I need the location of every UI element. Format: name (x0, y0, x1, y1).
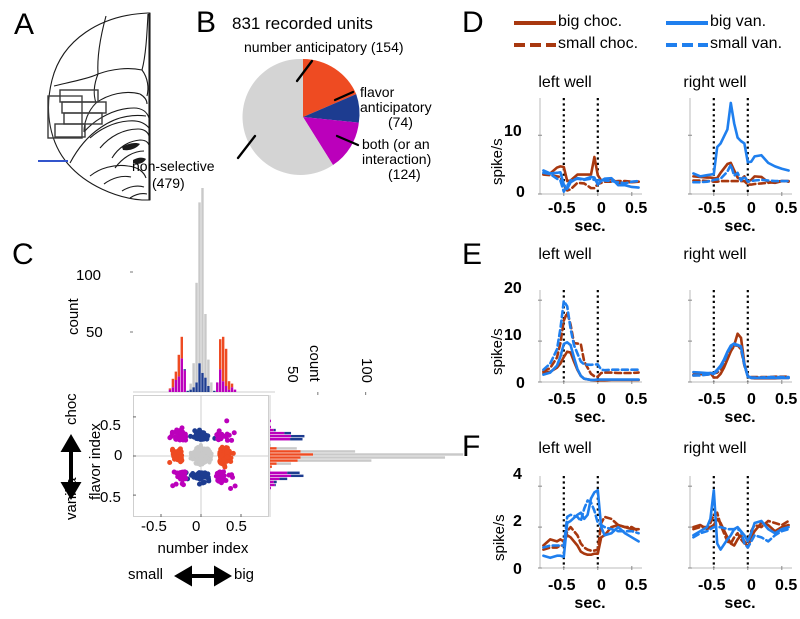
panel-c-y-double-arrow-icon (60, 434, 82, 500)
panel-f-right-x-axis-label: sec. (724, 595, 756, 612)
panel-e-y-tick-20: 20 (504, 280, 522, 297)
panel-b-label-flavor-2: anticipatory (360, 99, 432, 115)
panel-c-top-hist-tick-100: 100 (76, 267, 102, 284)
panel-b-title: 831 recorded units (232, 14, 373, 33)
panel-e-left-x-tick-05: 0.5 (625, 391, 648, 408)
panel-d-right-plot (688, 98, 792, 196)
panel-d-y-tick-10: 10 (504, 123, 522, 140)
panel-d-left-x-tick-05: 0.5 (625, 200, 648, 217)
panel-f-left-x-axis-label: sec. (574, 595, 606, 612)
pie-slice-number-anticipatory (303, 59, 357, 117)
panel-e-y-axis-label: spike/s (489, 328, 506, 375)
panel-e-left-x-axis-label: sec. (574, 409, 606, 426)
panel-letter-d: D (462, 6, 484, 39)
panel-e-right-x-tick-0: 0 (747, 391, 756, 408)
panel-f-right-plot (688, 476, 792, 570)
panel-a-brain-diagram (47, 12, 151, 201)
panel-b-label-flavor-1: flavor (360, 84, 395, 100)
panel-c-top-hist-axis-label: count (65, 298, 82, 335)
panel-c-right-hist-axis-label: count (306, 345, 323, 382)
panel-e-right-x-tick-neg05: -0.5 (698, 391, 726, 408)
pie-slice-non-selective (242, 58, 333, 175)
panel-c-x-tick-neg05: -0.5 (141, 518, 167, 535)
panel-e-left-x-tick-0: 0 (597, 391, 606, 408)
pie-slice-both (303, 117, 359, 165)
panel-f-left-x-tick-0: 0 (597, 577, 606, 594)
panel-d-left-plot (538, 98, 642, 196)
panel-c-x-arrow-left-label: small (128, 566, 164, 583)
panel-c-y-tick-0: 0 (114, 447, 123, 464)
panel-b-label-number: number anticipatory (154) (244, 39, 404, 55)
legend-label-big-choc: big choc. (558, 13, 623, 30)
panel-letter-a: A (14, 8, 35, 41)
panel-d-left-title: left well (538, 74, 592, 91)
pie-slice-flavor-anticipatory (303, 94, 360, 123)
panel-b-label-both-2: interaction) (362, 151, 432, 167)
panel-c-top-histogram (130, 188, 275, 393)
panel-f-left-x-tick-05: 0.5 (625, 577, 648, 594)
panel-c-right-histogram (269, 392, 464, 517)
panel-b-label-both-1: both (or an (362, 136, 430, 152)
panel-b-pie-chart (242, 58, 360, 175)
panel-c-right-hist-tick-50: 50 (284, 366, 301, 383)
panel-e-right-x-tick-05: 0.5 (775, 391, 798, 408)
panel-f-left-title: left well (538, 440, 592, 457)
panel-f-left-plot (538, 476, 642, 570)
panel-c-x-double-arrow-icon (174, 565, 232, 587)
panel-e-left-x-tick-neg05: -0.5 (548, 391, 576, 408)
panel-e-left-plot (538, 290, 642, 384)
panel-d-left-x-tick-neg05: -0.5 (548, 200, 576, 217)
panel-c-y-axis-label: flavor index (87, 423, 104, 500)
panel-b-label-nonselective-2: (479) (152, 175, 185, 191)
panel-f-y-axis-label: spike/s (491, 514, 508, 561)
panel-e-y-tick-0: 0 (516, 375, 525, 392)
legend-label-small-van: small van. (710, 35, 783, 52)
panel-e-y-tick-10: 10 (504, 327, 522, 344)
panel-f-right-x-tick-05: 0.5 (775, 577, 798, 594)
panel-c-scatter-plot (133, 395, 269, 517)
panel-d-y-tick-0: 0 (516, 184, 525, 201)
panel-letter-e: E (462, 238, 483, 271)
panel-e-right-x-axis-label: sec. (724, 409, 756, 426)
legend-label-small-choc: small choc. (558, 35, 639, 52)
panel-f-y-tick-2: 2 (513, 513, 522, 530)
panel-b-label-nonselective-1: non-selective (132, 158, 215, 174)
panel-b-label-flavor-3: (74) (388, 114, 413, 130)
panel-e-right-title: right well (683, 246, 747, 263)
panel-d-y-axis-label: spike/s (489, 138, 506, 185)
panel-d-right-title: right well (683, 74, 747, 91)
panel-f-right-title: right well (683, 440, 747, 457)
panel-d-right-x-tick-0: 0 (747, 200, 756, 217)
panel-letter-c: C (12, 238, 34, 271)
panel-a-scale-bar (38, 160, 68, 162)
panel-c-x-tick-05: 0.5 (226, 518, 247, 535)
panel-c-y-tick-neg05: -0.5 (95, 489, 121, 506)
panel-b-callouts (236, 59, 360, 160)
panel-e-right-plot (688, 290, 792, 384)
panel-d-right-x-tick-05: 0.5 (775, 200, 798, 217)
panel-b-label-both-3: (124) (388, 166, 421, 182)
panel-c-right-hist-tick-100: 100 (358, 358, 375, 384)
panel-letter-b: B (196, 6, 217, 39)
panel-d-legend: big choc. small choc. big van. small van… (512, 12, 800, 56)
panel-letter-f: F (462, 430, 481, 463)
panel-d-left-x-tick-0: 0 (597, 200, 606, 217)
panel-f-right-x-tick-0: 0 (747, 577, 756, 594)
panel-e-left-title: left well (538, 246, 592, 263)
panel-c-top-hist-tick-50: 50 (86, 324, 103, 341)
panel-d-right-x-tick-neg05: -0.5 (698, 200, 726, 217)
panel-f-right-x-tick-neg05: -0.5 (698, 577, 726, 594)
panel-c-x-arrow-right-label: big (234, 566, 255, 583)
panel-c-y-arrow-top-label: choc (63, 393, 80, 425)
panel-f-y-tick-0: 0 (513, 561, 522, 578)
panel-d-right-x-axis-label: sec. (724, 218, 756, 235)
legend-label-big-van: big van. (710, 13, 767, 30)
panel-f-y-tick-4: 4 (513, 466, 522, 483)
panel-c-y-tick-05: 0.5 (100, 417, 121, 434)
panel-f-left-x-tick-neg05: -0.5 (548, 577, 576, 594)
panel-c-x-axis-label: number index (157, 540, 249, 557)
panel-c-x-tick-0: 0 (192, 518, 201, 535)
panel-d-left-x-axis-label: sec. (574, 218, 606, 235)
